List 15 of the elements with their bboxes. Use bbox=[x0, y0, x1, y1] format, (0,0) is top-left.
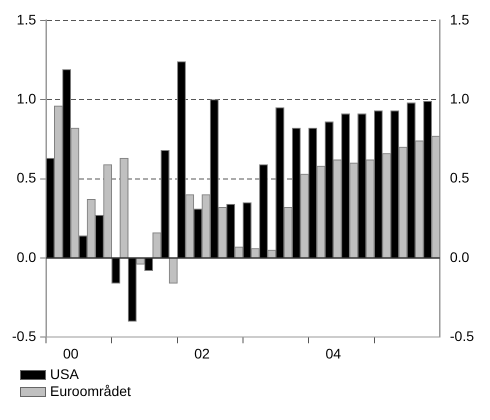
y-tick-label: 0.0 bbox=[16, 248, 36, 265]
y-tick-label: 1.5 bbox=[16, 11, 36, 28]
x-tick-label: 00 bbox=[62, 345, 79, 362]
y2-tick-label: -0.5 bbox=[450, 328, 474, 344]
y2-tick-label: 1.5 bbox=[450, 11, 470, 28]
y2-tick-label: 1.0 bbox=[450, 90, 470, 106]
y-tick-label: -0.5 bbox=[12, 328, 36, 344]
x-tick-label: 02 bbox=[194, 345, 210, 362]
y2-tick-label: 0.0 bbox=[450, 248, 470, 265]
y-tick-label: 0.5 bbox=[16, 170, 36, 186]
x-tick-label: 04 bbox=[325, 345, 342, 362]
legend-label: USA bbox=[50, 366, 79, 383]
legend-label: Euroområdet bbox=[50, 383, 131, 400]
y-tick-label: 1.0 bbox=[16, 90, 36, 106]
y2-tick-label: 0.5 bbox=[450, 170, 470, 186]
